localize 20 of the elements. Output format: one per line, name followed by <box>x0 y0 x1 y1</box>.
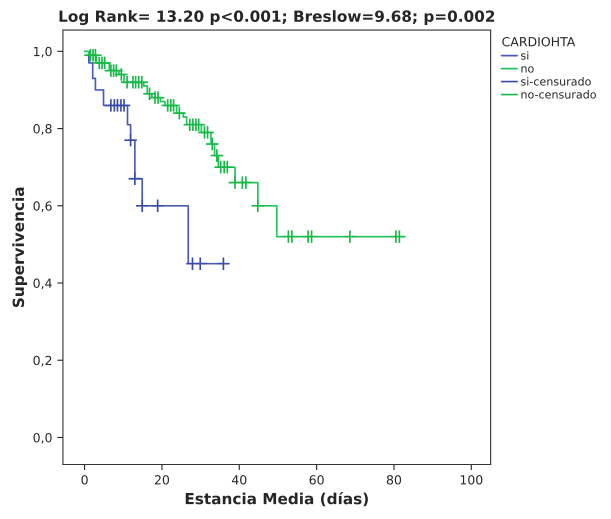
x-tick-label: 40 <box>232 475 246 485</box>
x-tick-label: 0 <box>81 475 88 485</box>
x-tick-label: 100 <box>460 475 482 485</box>
legend-label: si-censurado <box>521 77 591 86</box>
legend-label: si <box>521 51 528 60</box>
y-tick-label: 0,4 <box>33 278 52 290</box>
y-tick-label: 0,6 <box>33 201 52 212</box>
y-tick-label: 0,8 <box>33 124 52 135</box>
y-tick-label: 1,0 <box>34 46 52 58</box>
legend-title: CARDIOHTA <box>502 36 576 46</box>
x-tick-label: 20 <box>154 475 170 485</box>
chart-title: Log Rank= 13.20 p<0.001; Breslow=9.68; p=0.002 <box>60 10 494 26</box>
x-tick-label: 60 <box>310 475 324 485</box>
legend-label: no-censurado <box>521 90 596 99</box>
x-tick-label: 80 <box>386 475 402 485</box>
x-axis-title: Estancia Media (días) <box>186 492 368 506</box>
y-axis-title: Supervivencia <box>12 188 28 308</box>
y-tick-label: 0,0 <box>33 432 52 444</box>
legend-label: no <box>521 66 534 73</box>
y-tick-label: 0,2 <box>33 356 52 366</box>
